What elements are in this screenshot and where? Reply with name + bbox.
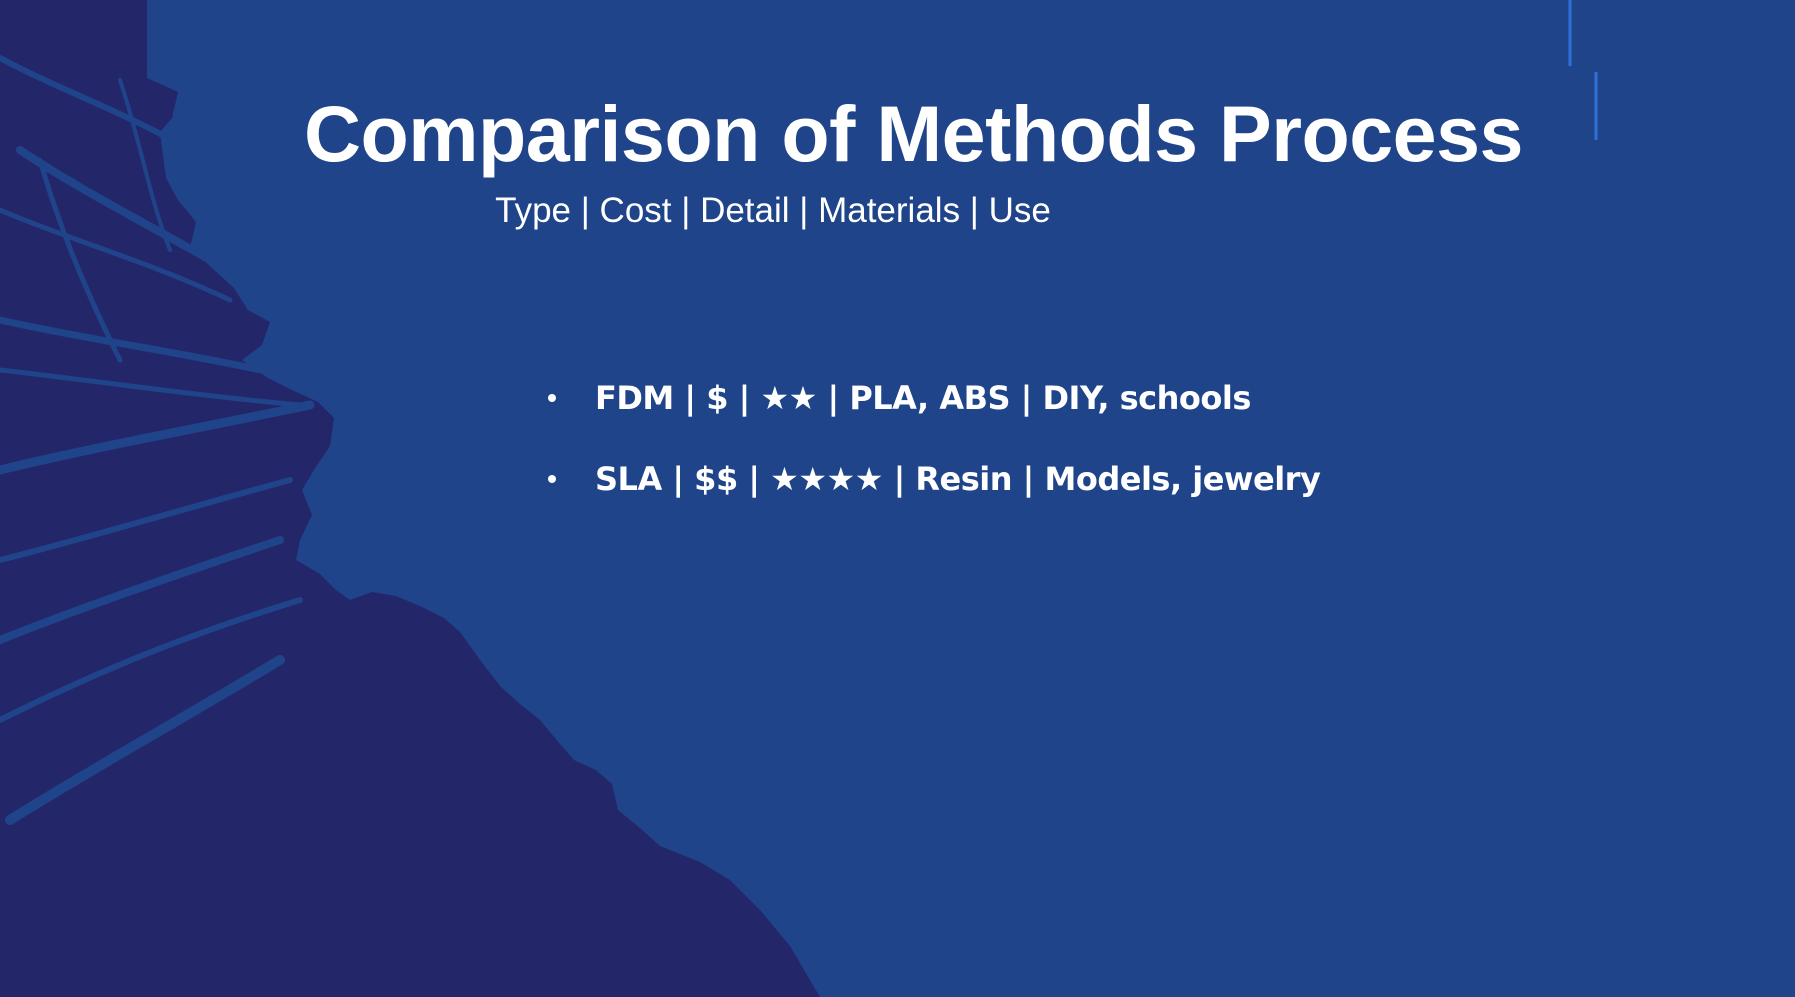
slide-title: Comparison of Methods Process: [304, 89, 1524, 178]
bullet-dot-icon: [548, 475, 556, 483]
streak-4: [0, 316, 274, 376]
streak-6: [0, 400, 315, 475]
dark-silhouette-shape: [0, 0, 820, 997]
streak-8: [0, 536, 284, 644]
streak-12: [118, 78, 172, 252]
fragment-2: [640, 910, 676, 942]
streak-10: [5, 655, 285, 825]
bullet-text: SLA | $$ | ★★★★ | Resin | Models, jewelr…: [595, 460, 1321, 498]
slide-subtitle: Type | Cost | Detail | Materials | Use: [495, 191, 1051, 230]
streak-7: [0, 477, 293, 563]
streak-1: [0, 55, 193, 153]
bullet-dot-icon: [548, 394, 556, 402]
streak-3: [0, 207, 233, 303]
bullet-text: FDM | $ | ★★ | PLA, ABS | DIY, schools: [595, 379, 1251, 417]
streak-11: [37, 157, 123, 363]
streak-9: [0, 597, 303, 723]
fragment-1: [412, 636, 458, 684]
streak-5: [0, 367, 303, 408]
